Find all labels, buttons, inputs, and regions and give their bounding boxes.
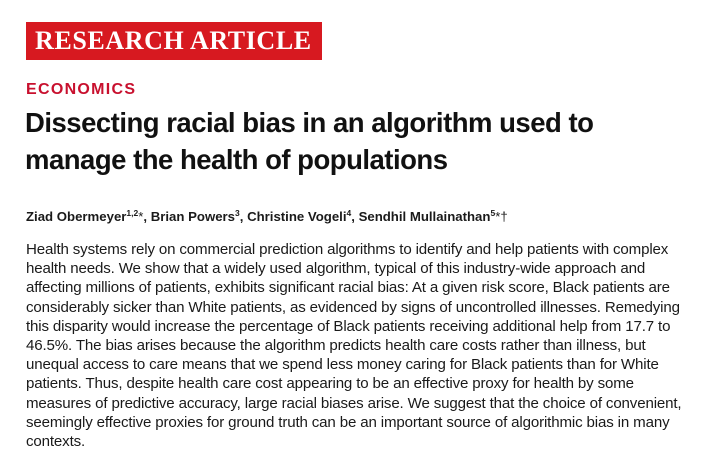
author-affiliation: 3: [235, 208, 240, 218]
section-label: ECONOMICS: [26, 81, 137, 98]
author-mark: *†: [495, 209, 508, 224]
author-affiliation: 1,2: [126, 208, 139, 218]
author-name[interactable]: Brian Powers: [150, 209, 236, 224]
author-affiliation: 5: [490, 208, 496, 218]
author-separator: ,: [143, 209, 151, 224]
author-list: Ziad Obermeyer1,2*, Brian Powers3, Chris…: [26, 208, 508, 226]
author-separator: ,: [239, 209, 248, 224]
author-mark: *: [138, 209, 144, 224]
author-separator: ,: [351, 209, 359, 224]
author-name[interactable]: Ziad Obermeyer: [26, 209, 127, 224]
author-affiliation: 4: [346, 208, 352, 218]
author-name[interactable]: Sendhil Mullainathan: [358, 209, 491, 224]
abstract: Health systems rely on commercial predic…: [26, 241, 682, 451]
article-title: Dissecting racial bias in an algorithm u…: [25, 107, 594, 175]
author-name[interactable]: Christine Vogeli: [247, 209, 347, 224]
article-type-banner: RESEARCH ARTICLE: [26, 22, 322, 60]
